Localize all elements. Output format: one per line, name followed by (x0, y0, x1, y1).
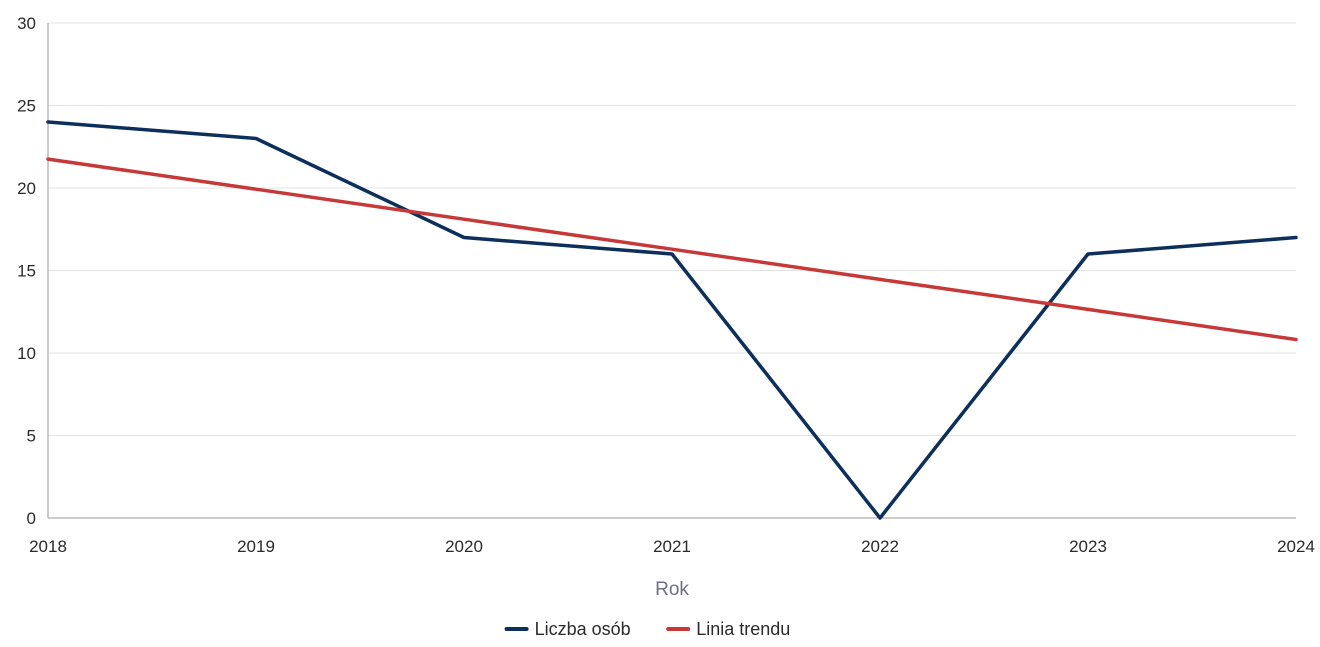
y-tick-label: 15 (17, 262, 36, 281)
legend: Liczba osób Linia trendu (504, 619, 790, 639)
x-tick-label: 2022 (861, 537, 899, 556)
legend-item-2: Linia trendu (666, 619, 790, 639)
x-tick-label: 2024 (1277, 537, 1315, 556)
legend-item-1: Liczba osób (504, 619, 631, 639)
y-tick-label: 0 (27, 509, 36, 528)
x-tick-label: 2019 (237, 537, 275, 556)
y-tick-label: 30 (17, 14, 36, 33)
y-tick-labels: 0 5 10 15 20 25 30 (17, 14, 36, 528)
y-tick-label: 20 (17, 179, 36, 198)
series-lines (46, 120, 1298, 520)
y-tick-label: 10 (17, 344, 36, 363)
x-tick-label: 2023 (1069, 537, 1107, 556)
series-line-1 (46, 120, 1298, 520)
gridlines (48, 22, 1296, 436)
legend-label: Linia trendu (696, 619, 790, 639)
legend-label: Liczba osób (535, 619, 631, 639)
x-tick-label: 2021 (653, 537, 691, 556)
x-tick-labels: 2018 2019 2020 2021 2022 2023 2024 (29, 537, 1315, 556)
series-line-2 (46, 157, 1298, 342)
x-axis-title: Rok (655, 579, 689, 600)
x-tick-label: 2020 (445, 537, 483, 556)
y-tick-label: 5 (27, 427, 36, 446)
x-tick-label: 2018 (29, 537, 67, 556)
y-tick-label: 25 (17, 97, 36, 116)
